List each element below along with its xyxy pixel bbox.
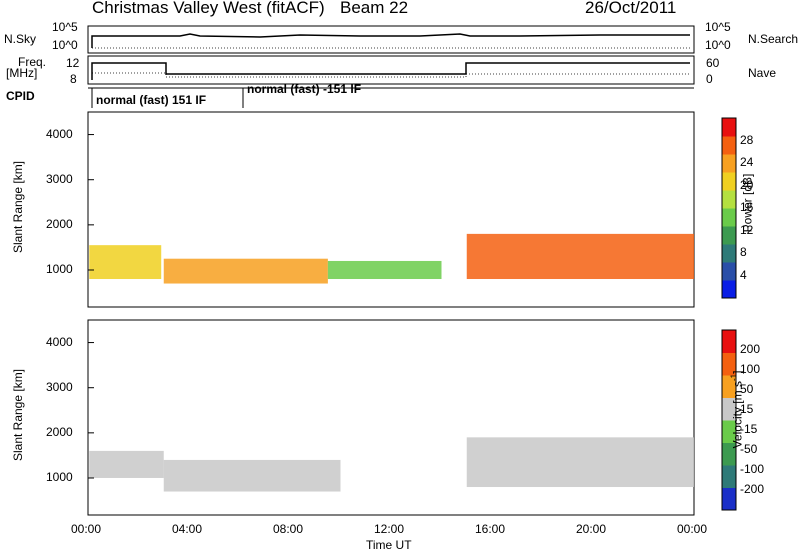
y-tick-label: 4000	[46, 126, 73, 141]
noise-tick-right-bottom: 10^0	[705, 38, 731, 52]
colorbar-tick-label: 16	[740, 200, 754, 214]
colorbar-tick-label: -15	[740, 422, 758, 436]
y-tick-label: 2000	[46, 216, 73, 231]
cpid-strip	[88, 87, 694, 108]
colorbar-frame	[721, 117, 737, 299]
colorbar-swatch	[722, 172, 736, 191]
colorbar-swatch	[722, 352, 736, 376]
colorbar-swatch	[722, 208, 736, 227]
colorbar-swatch	[722, 280, 736, 299]
colorbar-swatch	[722, 465, 736, 488]
colorbar-swatch	[722, 226, 736, 245]
echo-band	[89, 245, 162, 280]
noise-panel	[87, 25, 695, 54]
power-ylabel: Slant Range [km]	[11, 160, 26, 254]
echo-band	[327, 260, 442, 280]
colorbar-swatch	[722, 397, 736, 421]
power-colorbar	[721, 117, 737, 299]
freq-unit-label: [MHz]	[6, 66, 38, 80]
nsky-label: N.Sky	[4, 32, 37, 46]
colorbar-swatch	[722, 442, 736, 466]
nave-label: Nave	[748, 66, 777, 80]
freq-tick-top: 12	[66, 56, 80, 70]
y-tick-label: 3000	[46, 379, 73, 394]
echo-band	[89, 450, 164, 478]
colorbar-tick-label: 24	[740, 155, 754, 169]
beam-title: Beam 22	[340, 0, 409, 17]
colorbar-tick-label: -100	[740, 462, 765, 476]
echo-band	[163, 258, 328, 284]
time-xlabel: Time UT	[366, 538, 412, 552]
colorbar-tick-label: -50	[740, 442, 758, 456]
colorbar-swatch	[722, 190, 736, 209]
echo-band	[466, 233, 694, 280]
colorbar-swatch	[722, 262, 736, 281]
colorbar-swatch	[722, 118, 736, 137]
colorbar-frame	[721, 329, 737, 511]
colorbar-swatch	[722, 154, 736, 173]
nave-trace	[92, 72, 690, 78]
velocity-colorbar-label: Velocity [m s-1]	[729, 370, 745, 449]
y-tick-label: 3000	[46, 171, 73, 186]
colorbar-tick-label: 12	[740, 222, 754, 237]
freq-panel	[87, 55, 695, 85]
colorbar-tick-label: 15	[740, 402, 754, 416]
power-colorbar-label: Power [dB]	[740, 173, 755, 233]
colorbar-swatch	[722, 420, 736, 443]
colorbar-tick-label: -200	[740, 482, 765, 496]
x-tick-label: 00:00	[677, 522, 708, 536]
date-title: 26/Oct/2011	[585, 0, 677, 17]
colorbar-tick-label: 50	[740, 382, 754, 396]
colorbar-swatch	[722, 330, 736, 353]
colorbar-tick-label: 4	[740, 267, 747, 282]
noise-tick-top: 10^5	[52, 20, 78, 34]
x-tick-label: 08:00	[273, 522, 304, 536]
y-tick-label: 1000	[46, 261, 73, 276]
y-tick-label: 2000	[46, 424, 73, 439]
freq-trace	[91, 62, 690, 80]
echo-band	[466, 437, 694, 488]
cpid-label: CPID	[6, 89, 35, 103]
cpid-segment-1: normal (fast) 151 IF	[96, 93, 207, 107]
x-tick-label: 20:00	[576, 522, 607, 536]
colorbar-tick-label: 20	[740, 177, 754, 192]
power-panel	[87, 111, 695, 308]
x-tick-label: 00:00	[71, 522, 102, 536]
station-title: Christmas Valley West (fitACF)	[92, 0, 325, 17]
nsky-trace	[91, 33, 690, 48]
x-tick-label: 12:00	[374, 522, 405, 536]
y-tick-label: 4000	[46, 334, 73, 349]
velocity-colorbar	[721, 329, 737, 511]
freq-label: Freq.	[18, 55, 47, 69]
nave-tick-bottom: 0	[706, 72, 713, 86]
noise-tick-right-top: 10^5	[705, 20, 731, 34]
y-tick-label: 1000	[46, 469, 73, 484]
colorbar-tick-label: 100	[740, 362, 761, 376]
colorbar-tick-label: 200	[740, 342, 761, 356]
cpid-segment-2: normal (fast) -151 IF	[247, 82, 362, 96]
x-tick-label: 04:00	[172, 522, 203, 536]
nave-tick-top: 60	[706, 56, 720, 70]
colorbar-tick-label: 8	[740, 245, 747, 259]
colorbar-tick-label: 28	[740, 132, 754, 147]
velocity-ylabel: Slant Range [km]	[11, 368, 26, 462]
nsearch-label: N.Search	[748, 32, 799, 46]
velocity-panel	[87, 319, 695, 516]
freq-tick-bottom: 8	[70, 72, 77, 86]
colorbar-swatch	[722, 487, 736, 511]
colorbar-swatch	[722, 136, 736, 155]
colorbar-swatch	[722, 244, 736, 263]
echo-band	[163, 459, 341, 492]
noise-tick-bottom: 10^0	[52, 38, 78, 52]
colorbar-swatch	[722, 375, 736, 398]
x-tick-label: 16:00	[475, 522, 506, 536]
